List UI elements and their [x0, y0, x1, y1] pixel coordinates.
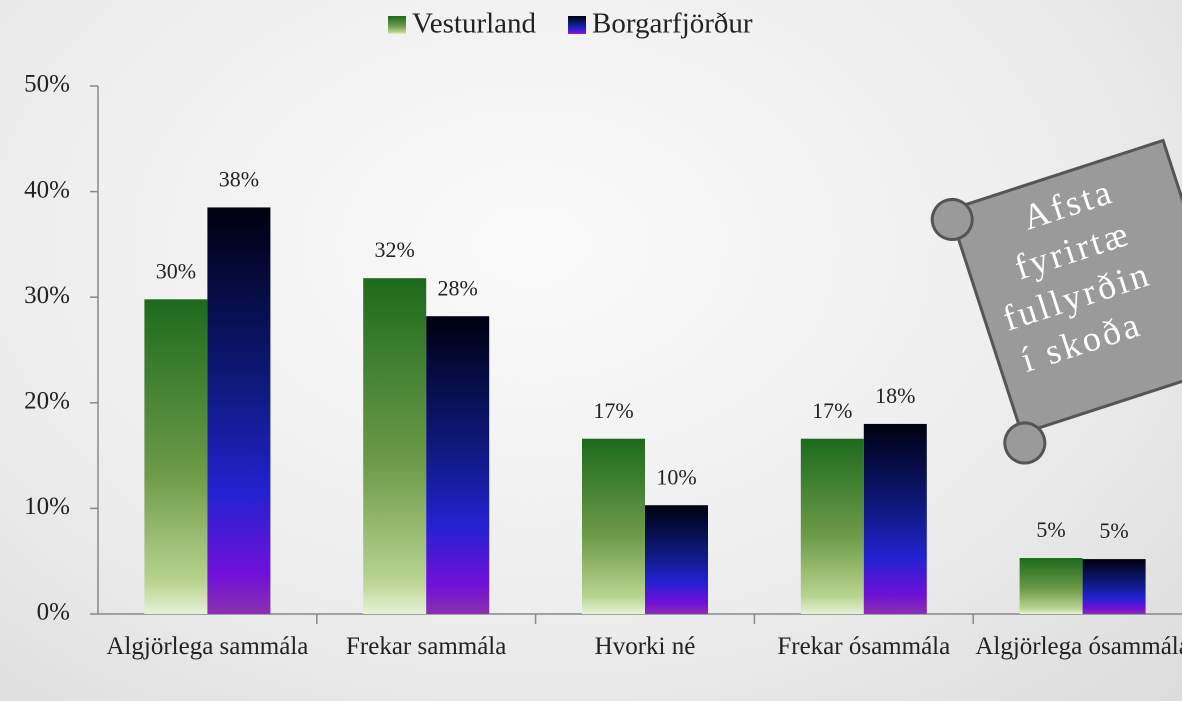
value-label: 28% [438, 275, 478, 300]
x-tick-label: Algjörlega sammála [106, 633, 309, 660]
legend-swatch [568, 16, 587, 34]
bar [1019, 558, 1083, 614]
value-label: 17% [593, 398, 633, 423]
bar [207, 207, 271, 614]
bar [426, 316, 490, 614]
bar [800, 438, 864, 614]
x-tick-label: Algjörlega ósammála [975, 633, 1182, 660]
y-tick-label: 50% [24, 71, 70, 98]
y-tick-label: 30% [24, 282, 70, 309]
value-label: 17% [812, 398, 852, 423]
y-tick-label: 10% [24, 493, 70, 520]
bar [582, 438, 645, 614]
legend-swatch [388, 16, 406, 34]
value-label: 5% [1099, 518, 1128, 543]
bar [863, 423, 927, 614]
value-label: 32% [375, 237, 415, 262]
x-tick-label: Frekar sammála [346, 633, 507, 660]
value-label: 10% [656, 464, 696, 489]
value-label: 5% [1036, 517, 1065, 542]
x-tick-label: Hvorki né [594, 633, 696, 660]
bar [645, 505, 708, 614]
y-tick-label: 40% [24, 176, 70, 203]
y-tick-label: 20% [24, 388, 70, 415]
value-label: 18% [875, 383, 915, 408]
legend-label: Vesturland [412, 8, 537, 40]
bar [1082, 559, 1146, 614]
legend-label: Borgarfjörður [592, 8, 753, 40]
bar [363, 278, 427, 614]
x-tick-label: Frekar ósammála [777, 633, 951, 660]
y-tick-label: 0% [37, 599, 70, 626]
value-label: 38% [219, 166, 259, 191]
bar [144, 299, 208, 614]
value-label: 30% [156, 258, 196, 283]
